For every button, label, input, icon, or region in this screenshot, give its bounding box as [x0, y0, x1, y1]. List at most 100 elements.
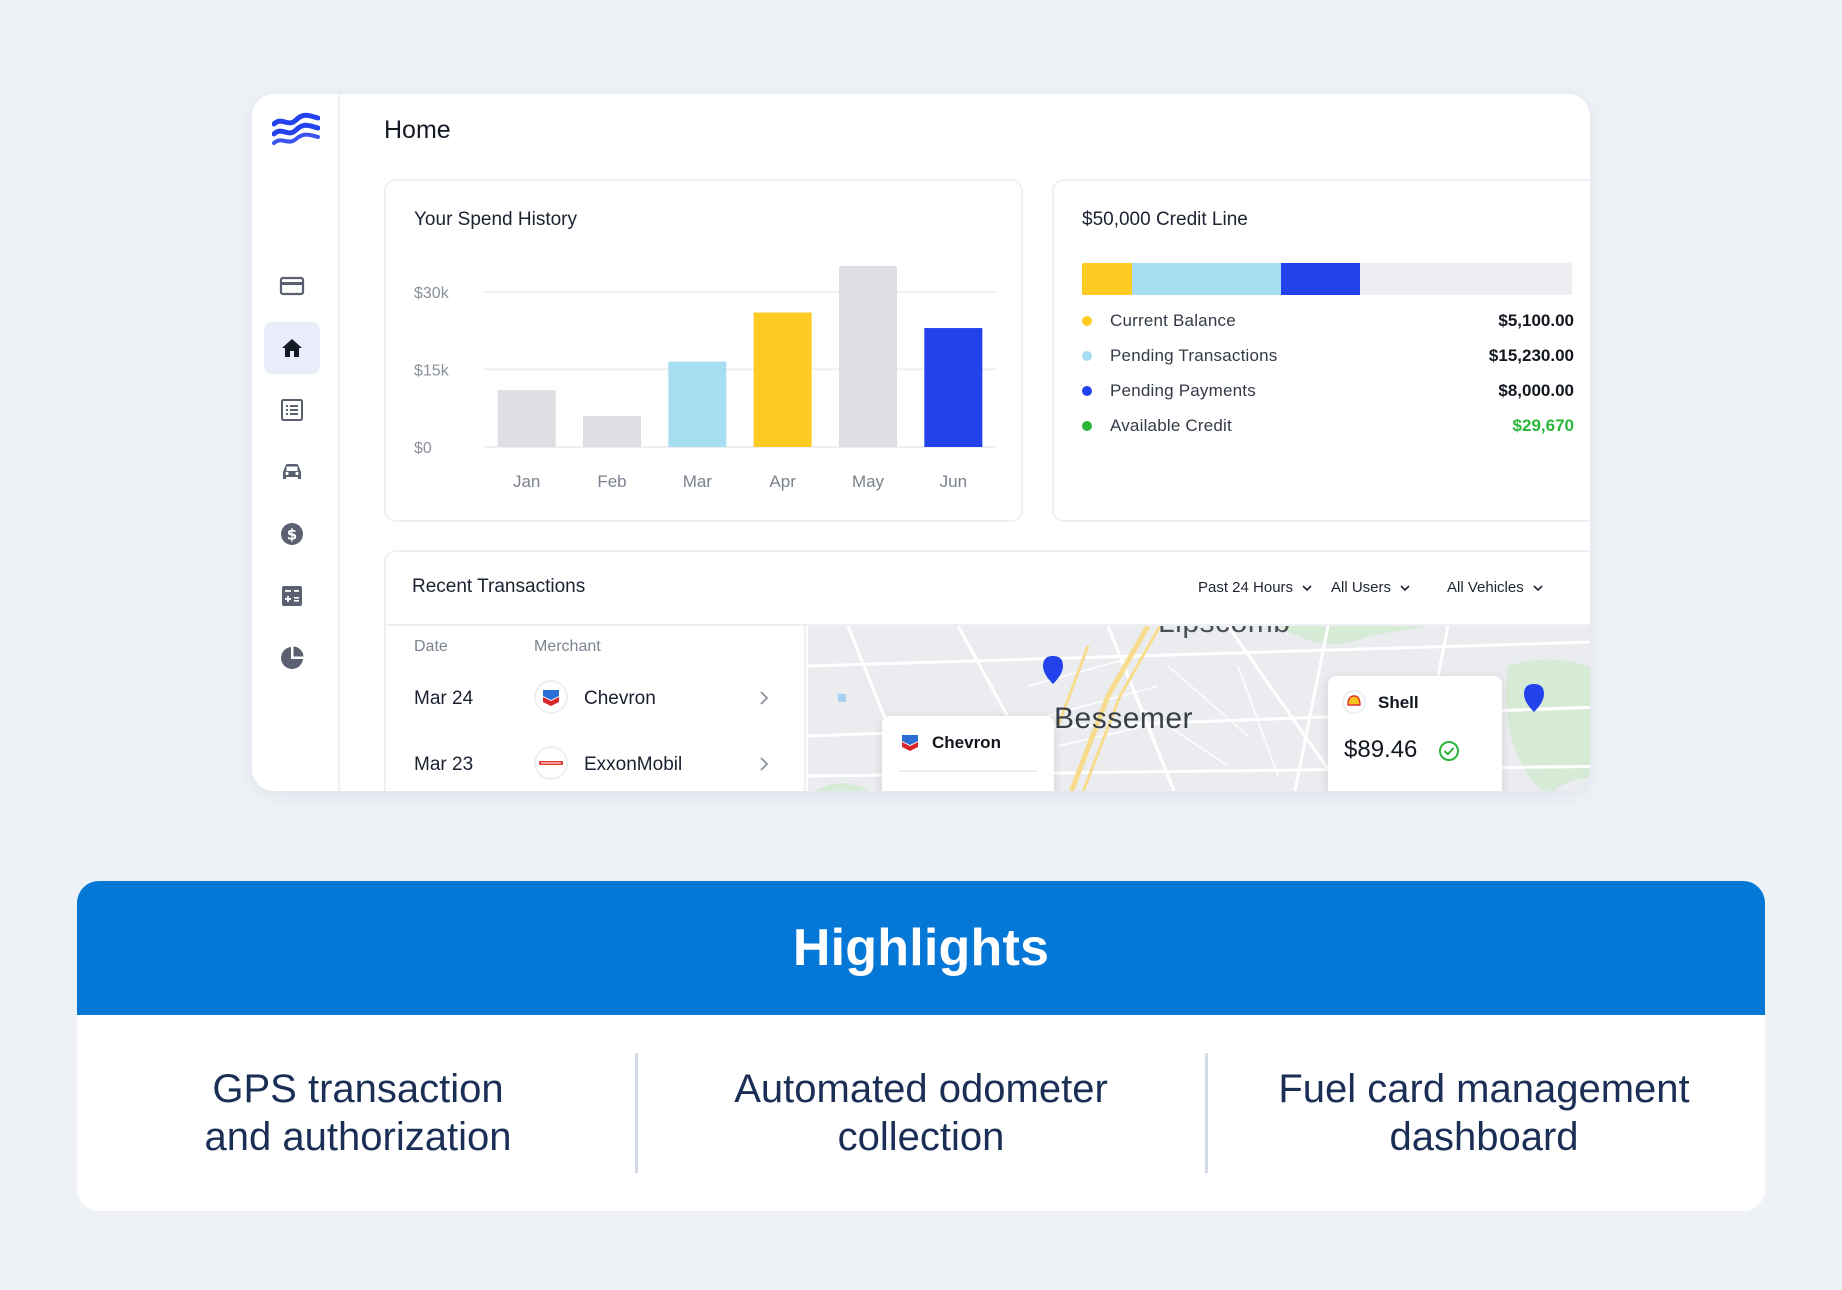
recent-transactions-card: Recent Transactions Past 24 Hours All Us…: [384, 550, 1590, 791]
time-filter-dropdown[interactable]: Past 24 Hours: [1198, 579, 1313, 596]
credit-line-card: $50,000 Credit Line Current Balance $5,10…: [1052, 179, 1590, 522]
map-label-bessemer: Bessemer: [1054, 702, 1194, 735]
car-icon: [283, 464, 301, 479]
bar-jan[interactable]: [497, 390, 556, 447]
exxonmobil-logo-icon: [534, 746, 568, 780]
highlight-divider: [635, 1053, 638, 1173]
header-divider: [386, 624, 1590, 626]
highlight-divider: [1205, 1053, 1208, 1173]
legend-label: Pending Transactions: [1110, 346, 1278, 365]
shell-logo-icon: [1342, 690, 1366, 714]
credit-legend-row: Pending Payments $8,000.00: [1082, 378, 1574, 404]
sidebar-item-vehicles[interactable]: [264, 446, 320, 498]
transactions-map[interactable]: Lipscomb Bessemer H Chevron Shell $89.46: [808, 626, 1590, 791]
list-icon: [281, 399, 303, 421]
legend-label: Available Credit: [1110, 416, 1232, 435]
x-tick-label: Jan: [513, 472, 540, 491]
vehicles-filter-label: All Vehicles: [1447, 579, 1524, 596]
bar-jun[interactable]: [924, 328, 983, 447]
brand-logo-icon[interactable]: [272, 112, 320, 146]
credit-card-icon: [279, 276, 305, 296]
legend-dot-icon: [1082, 351, 1092, 361]
highlight-item: GPS transaction and authorization: [77, 1015, 639, 1211]
credit-legend-row: Current Balance $5,100.00: [1082, 308, 1574, 334]
recent-transactions-title: Recent Transactions: [412, 576, 586, 597]
chevron-logo-icon: [902, 735, 918, 751]
row-merchant: Chevron: [584, 688, 656, 709]
check-circle-icon: [1439, 741, 1459, 761]
credit-legend-row: Available Credit $29,670: [1082, 413, 1574, 439]
x-tick-label: Apr: [769, 472, 796, 491]
sidebar-item-home[interactable]: [264, 322, 320, 374]
highlight-text: Fuel card management dashboard: [1278, 1067, 1690, 1159]
highlight-text: Automated odometer collection: [734, 1067, 1108, 1159]
chevron-right-icon: [760, 757, 769, 771]
credit-segment: [1281, 263, 1360, 295]
y-tick-label: $30k: [414, 285, 450, 302]
legend-value: $5,100.00: [1498, 311, 1574, 330]
sidebar-item-payments[interactable]: $: [264, 508, 320, 560]
pie-chart-icon: [281, 646, 304, 669]
table-row[interactable]: Mar 24 Chevron: [386, 668, 806, 728]
users-filter-label: All Users: [1331, 579, 1392, 596]
time-filter-label: Past 24 Hours: [1198, 579, 1294, 596]
spend-history-card: Your Spend History $0 $15k $30k Jan Feb Mar Ap…: [384, 179, 1023, 522]
bar-apr[interactable]: [753, 312, 812, 447]
y-tick-label: $0: [414, 440, 432, 457]
chevron-down-icon: [1302, 584, 1312, 591]
legend-dot-icon: [1082, 386, 1092, 396]
page-title: Home: [384, 116, 451, 144]
popup-merchant: Chevron: [932, 733, 1001, 752]
map-popup-chevron[interactable]: Chevron: [882, 716, 1054, 791]
x-tick-label: Mar: [683, 472, 713, 491]
legend-label: Pending Payments: [1110, 381, 1256, 400]
sidebar: $: [252, 94, 340, 791]
sidebar-item-calculator[interactable]: [264, 570, 320, 622]
popup-divider: [898, 770, 1038, 772]
dollar-icon: $: [281, 523, 303, 545]
chevron-down-icon: [1400, 584, 1410, 591]
bar-feb[interactable]: [583, 415, 641, 447]
map-pin-icon: [1043, 656, 1063, 684]
sidebar-item-reports[interactable]: [264, 632, 320, 684]
bar-mar[interactable]: [668, 361, 727, 447]
x-tick-label: May: [852, 472, 885, 491]
calculator-icon: [282, 586, 302, 606]
credit-line-title: $50,000 Credit Line: [1082, 209, 1248, 230]
chevron-down-icon: [1533, 584, 1543, 591]
app-window: $ Home Your Spend History $0 $15k $30k Jan F…: [252, 94, 1590, 791]
transactions-table: Date Merchant Mar 24 Chevron Mar 23 Exxo…: [386, 626, 806, 791]
popup-amount: $89.46: [1344, 736, 1418, 763]
sidebar-item-transactions[interactable]: [264, 384, 320, 436]
highlight-text: GPS transaction and authorization: [204, 1067, 512, 1159]
credit-line-bar: [1082, 263, 1572, 295]
highlights-panel: Highlights GPS transaction and authoriza…: [77, 881, 1765, 1211]
map-popup-shell[interactable]: Shell $89.46: [1328, 676, 1502, 791]
spend-history-chart: $0 $15k $30k Jan Feb Mar Apr May Jun: [414, 266, 996, 491]
column-header-date: Date: [414, 638, 448, 655]
highlights-title: Highlights: [792, 919, 1050, 977]
bar-may[interactable]: [839, 266, 897, 447]
table-row[interactable]: Mar 23 ExxonMobil: [386, 734, 806, 791]
legend-value: $29,670: [1512, 416, 1574, 435]
legend-value: $15,230.00: [1488, 346, 1574, 365]
users-filter-dropdown[interactable]: All Users: [1331, 579, 1411, 596]
highlight-item: Fuel card management dashboard: [1203, 1015, 1765, 1211]
row-date: Mar 24: [414, 688, 474, 709]
vehicles-filter-dropdown[interactable]: All Vehicles: [1447, 579, 1544, 596]
sidebar-item-cards[interactable]: [264, 260, 320, 312]
credit-segment: [1131, 263, 1282, 295]
legend-label: Current Balance: [1110, 311, 1236, 330]
popup-merchant: Shell: [1378, 693, 1419, 712]
credit-segment: [1082, 263, 1132, 295]
map-label-lipscomb: Lipscomb: [1158, 626, 1290, 640]
chevron-logo-icon: [534, 680, 568, 714]
credit-legend-row: Pending Transactions $15,230.00: [1082, 343, 1574, 369]
y-tick-label: $15k: [414, 362, 450, 379]
highlight-item: Automated odometer collection: [640, 1015, 1202, 1211]
svg-text:$: $: [287, 526, 297, 544]
spend-history-title: Your Spend History: [414, 209, 578, 230]
x-tick-label: Feb: [597, 472, 626, 491]
legend-value: $8,000.00: [1498, 381, 1574, 400]
highlights-header: Highlights: [77, 881, 1765, 1015]
